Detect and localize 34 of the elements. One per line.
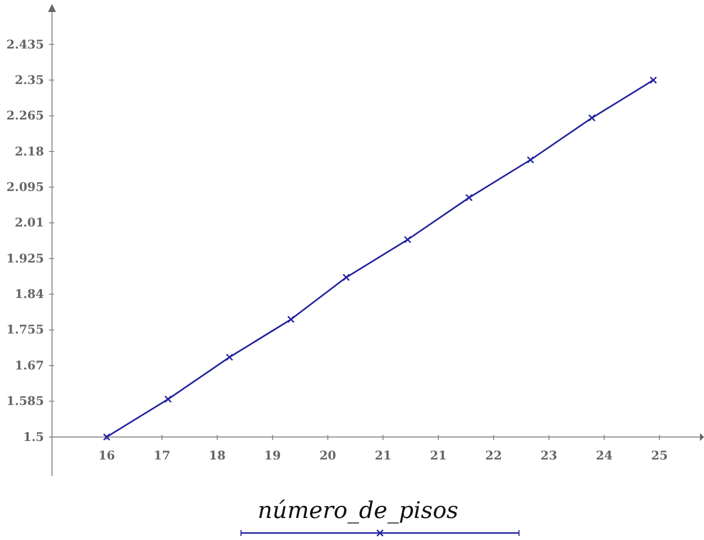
point (526, 156, 534, 164)
y-tick-label: 1.585 (6, 394, 44, 408)
point (465, 194, 473, 202)
y-tick-label: 2.435 (6, 37, 44, 52)
y-tick-label: 2.18 (14, 144, 44, 158)
y-tick-label: 1.755 (6, 322, 44, 337)
x-tick-label: 20 (319, 448, 336, 462)
x-axis-title: número_de_pisos (258, 498, 459, 524)
y-tick-label: 2.095 (6, 180, 44, 194)
point (226, 353, 234, 361)
point (287, 316, 295, 324)
x-tick-label: 18 (208, 448, 226, 462)
x-tick-label: 21 (374, 448, 392, 462)
y-tick-label: 1.925 (6, 251, 44, 266)
y-tick-label: 1.67 (14, 358, 44, 372)
point (102, 433, 110, 441)
x-tick-label: 21 (430, 448, 447, 462)
point (650, 76, 658, 84)
y-tick-label: 2.01 (14, 216, 44, 230)
y-tick-label: 1.5 (23, 430, 44, 444)
x-tick-label: 24 (596, 448, 613, 462)
x-tick-label: 16 (98, 448, 116, 462)
x-tick-label: 25 (651, 448, 668, 462)
point (342, 274, 350, 282)
point (588, 114, 596, 122)
x-tick-label: 19 (264, 448, 281, 462)
x-tick-label: 23 (540, 448, 558, 462)
y-tick-label: 1.84 (14, 287, 44, 302)
x-tick-label: 22 (485, 448, 502, 462)
x-tick-label: 17 (154, 448, 170, 462)
y-tick-label: 2.35 (14, 72, 44, 87)
point (164, 395, 172, 403)
y-tick-label: 2.265 (6, 108, 44, 123)
point (404, 236, 412, 244)
